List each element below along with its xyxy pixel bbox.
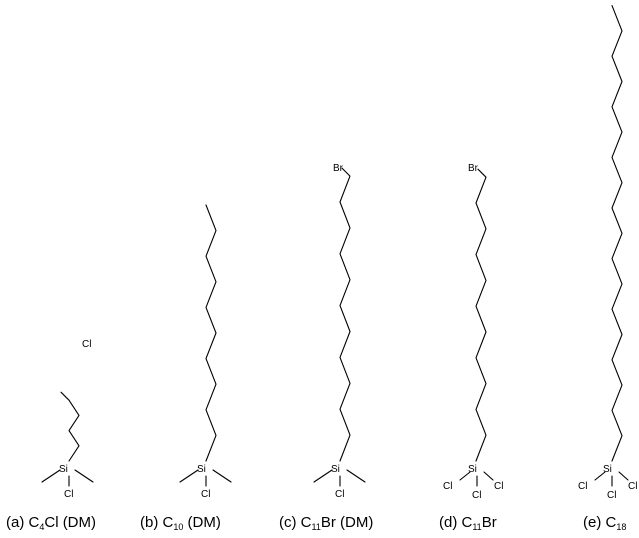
silicon-atom-e: Si [603, 464, 612, 475]
chlorine-atom-d-left: Cl [443, 481, 452, 492]
chlorine-atom-d-down: Cl [472, 490, 481, 501]
methyl-bond-c-right [346, 469, 366, 483]
cl-bond-d-left [459, 471, 471, 481]
molecule-b: Si Cl (b) C10 (DM) [140, 204, 232, 532]
methyl-bond-c-left [313, 469, 333, 483]
chlorine-atom-b: Cl [201, 489, 210, 500]
terminal-atom-a: Cl [82, 339, 91, 350]
methyl-bond-a-left [41, 469, 61, 483]
chlorine-atom-e-right: Cl [628, 481, 637, 492]
alkyl-chain-d [475, 168, 487, 462]
alkyl-chain-a [60, 391, 80, 462]
terminal-atom-c: Br [333, 163, 344, 174]
alkyl-chain-e [611, 5, 623, 462]
methyl-bond-b-left [179, 469, 199, 483]
cl-bond-e-left [594, 471, 606, 481]
chlorine-atom-d-right: Cl [494, 481, 503, 492]
cl-bond-e-right [618, 471, 629, 481]
molecule-a: Cl Si Cl (a) C4Cl (DM) [6, 339, 96, 532]
molecule-d: Br Si Cl Cl Cl (d) C11Br [439, 163, 503, 532]
caption-d: (d) C11Br [439, 514, 497, 532]
caption-b: (b) C10 (DM) [140, 514, 221, 532]
silicon-atom-a: Si [59, 464, 68, 475]
caption-a: (a) C4Cl (DM) [6, 514, 96, 532]
chlorine-atom-a: Cl [64, 489, 73, 500]
molecule-c: Br Si Cl (c) C11Br (DM) [279, 163, 373, 532]
alkyl-chain-c [339, 167, 351, 462]
methyl-bond-b-right [212, 469, 232, 483]
caption-c: (c) C11Br (DM) [279, 514, 373, 532]
alkyl-chain-b [205, 204, 217, 462]
terminal-atom-d: Br [468, 163, 479, 174]
chlorine-atom-e-down: Cl [607, 490, 616, 501]
silicon-atom-b: Si [197, 464, 206, 475]
silicon-atom-d: Si [468, 464, 477, 475]
silicon-atom-c: Si [331, 464, 340, 475]
chlorine-atom-c: Cl [335, 489, 344, 500]
methyl-bond-a-right [74, 469, 94, 483]
cl-bond-d-right [483, 471, 494, 481]
caption-e: (e) C18 [583, 514, 626, 532]
chlorine-atom-e-left: Cl [578, 481, 587, 492]
molecule-e: Si Cl Cl Cl (e) C18 [578, 5, 637, 532]
